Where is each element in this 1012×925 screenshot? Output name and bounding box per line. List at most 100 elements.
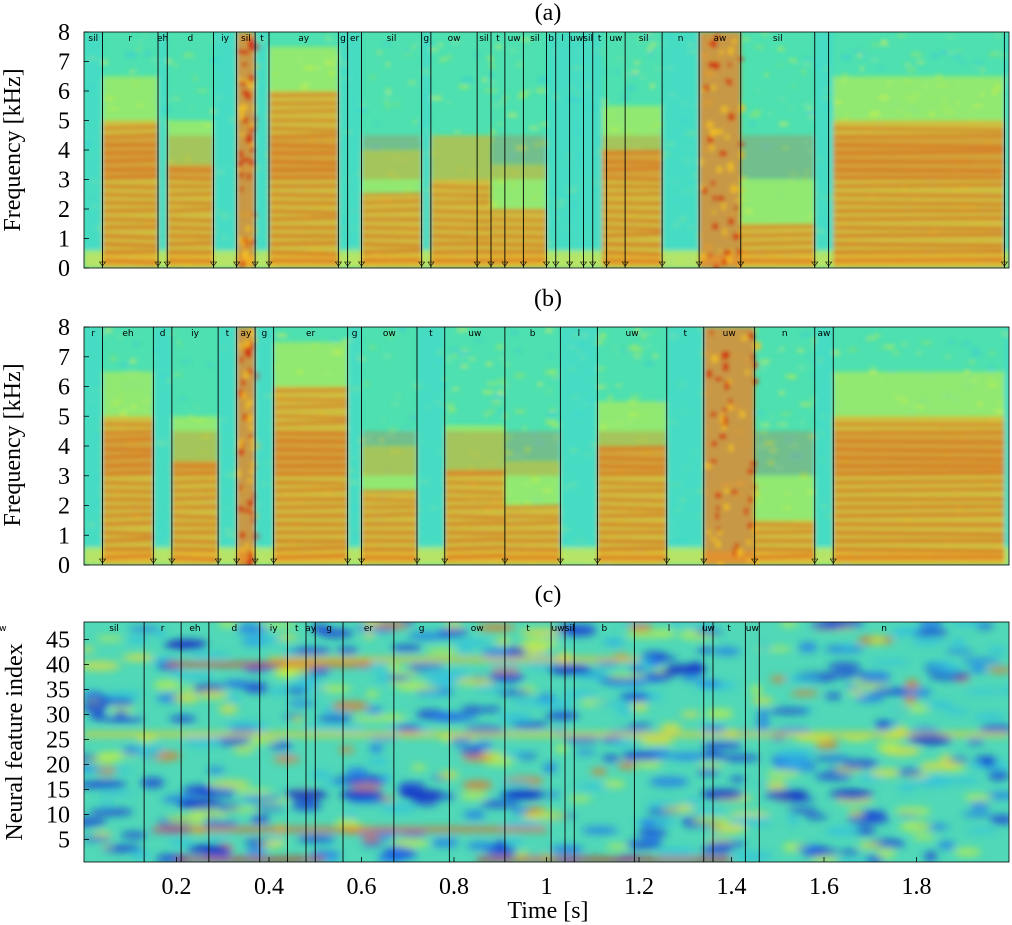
panel-a-speckle [136, 47, 141, 51]
panel-b-harmonic [833, 531, 1005, 536]
panel-b-fricative-noise [237, 448, 244, 456]
panel-c-activity-blob [224, 721, 267, 730]
panel-a-speckle [794, 62, 798, 66]
panel-a-fricative-noise [246, 258, 251, 267]
panel-c-activity-blob [730, 816, 774, 826]
panel-b-fricative-noise [247, 351, 252, 358]
panel-a-speckle [803, 61, 812, 66]
panel-b-formant [833, 431, 1005, 476]
panel-a-formant [491, 135, 547, 180]
panel-c-activity-blob [374, 622, 409, 630]
panel-a-fricative-noise [242, 241, 246, 247]
panel-c-activity-blob [697, 762, 726, 768]
panel-b-speckle [594, 340, 604, 345]
panel-a-harmonic [430, 193, 492, 197]
panel-b-boundary-marker [149, 558, 157, 564]
panel-b-harmonic [273, 398, 348, 402]
panel-b-speckle [515, 349, 521, 354]
panel-b-speckle [549, 409, 556, 413]
panel-a-boundary-marker [334, 261, 342, 267]
panel-a-speckle [386, 105, 391, 110]
panel-a-boundary-marker [163, 261, 171, 267]
panel-a-speckle [624, 72, 633, 78]
panel-a-fricative-noise [241, 159, 247, 163]
panel-a-fricative-noise [241, 106, 248, 111]
panel-c-activity-blob [84, 701, 109, 712]
panel-a-speckle [808, 115, 814, 118]
panel-a-harmonic [102, 209, 159, 213]
panel-a-fricative-noise [237, 49, 244, 54]
panel-a-fricative-noise [721, 106, 728, 113]
panel-b-harmonic [597, 506, 667, 511]
panel-a-fricative-noise [711, 181, 716, 186]
panel-a-harmonic [268, 127, 339, 132]
panel-b-speckle [547, 411, 557, 417]
panel-c-activity-blob [206, 766, 225, 774]
panel-a-speckle [439, 57, 447, 62]
panel-c-activity-blob [624, 840, 664, 850]
panel-a-speckle [516, 63, 522, 66]
panel-c-activity-blob [317, 714, 354, 723]
panel-c-activity-blob [852, 826, 876, 836]
panel-a-speckle [764, 72, 769, 78]
panel-b-fricative-noise [243, 371, 249, 379]
panel-c-activity-blob [728, 811, 771, 818]
panel-c-activity-blob [680, 711, 701, 718]
panel-b-fricative-noise [731, 490, 738, 494]
panel-b-speckle [643, 332, 648, 337]
panel-c-phone-label: sil [109, 624, 119, 634]
panel-a-harmonic [268, 209, 339, 214]
panel-b-harmonic [504, 504, 561, 509]
panel-b-fricative-noise [753, 341, 761, 350]
panel-a-speckle [788, 106, 793, 111]
panel-b-harmonic [102, 537, 154, 543]
panel-a-fricative-noise [712, 210, 716, 214]
panel-a-speckle [637, 38, 644, 41]
panel-b-speckle [633, 354, 642, 358]
panel-a-speckle [325, 35, 330, 40]
panel-a-phone-label: g [340, 34, 346, 44]
panel-a-harmonic [268, 93, 339, 97]
panel-a-speckle [137, 40, 143, 45]
panel-c-feature-band [153, 827, 547, 832]
panel-c-activity-blob [696, 768, 720, 776]
panel-c-activity-blob [450, 736, 473, 747]
panel-a-harmonic [430, 226, 492, 230]
panel-c-activity-blob [606, 673, 648, 680]
panel-a-speckle [197, 89, 208, 92]
panel-a-fricative-noise [245, 135, 253, 144]
panel-a-speckle [192, 76, 198, 81]
panel-b-fricative-noise [750, 461, 757, 467]
panel-a-silence [255, 32, 269, 268]
panel-c-activity-blob [425, 647, 459, 655]
panel-a-phone-label: r [128, 34, 132, 44]
panel-b-phone-label: l [578, 329, 581, 339]
panel-b-speckle [172, 372, 182, 376]
panel-b-fricative-noise [717, 531, 723, 535]
panel-a-harmonic [601, 251, 663, 256]
panel-c-activity-blob [331, 700, 370, 712]
panel-a-boundary-marker [154, 261, 162, 267]
panel-c-ytick-label: 25 [46, 728, 70, 754]
panel-a-speckle [144, 51, 151, 57]
panel-c-activity-blob [108, 697, 135, 707]
panel-b-ytick-label: 7 [58, 345, 70, 371]
panel-a-title: (a) [535, 0, 562, 26]
panel-a-speckle [486, 89, 497, 92]
panel-a-phone-label: t [260, 34, 264, 44]
panel-a-fricative-noise [243, 50, 249, 55]
panel-c-phone-label: uw [746, 624, 759, 634]
panel-a-speckle [412, 120, 419, 124]
panel-b-speckle [971, 348, 980, 353]
panel-c-activity-blob [366, 758, 391, 767]
panel-c-xtick-label: 1.8 [902, 874, 932, 900]
panel-b-speckle [989, 351, 995, 356]
panel-c-activity-blob [140, 777, 165, 789]
panel-a-fricative-noise [712, 195, 716, 201]
panel-c-activity-blob [606, 843, 630, 850]
panel-b-harmonic [833, 505, 1005, 509]
panel-c-activity-blob [309, 770, 333, 779]
panel-b-phone-label: t [429, 329, 433, 339]
panel-a-fricative-noise [252, 104, 257, 112]
